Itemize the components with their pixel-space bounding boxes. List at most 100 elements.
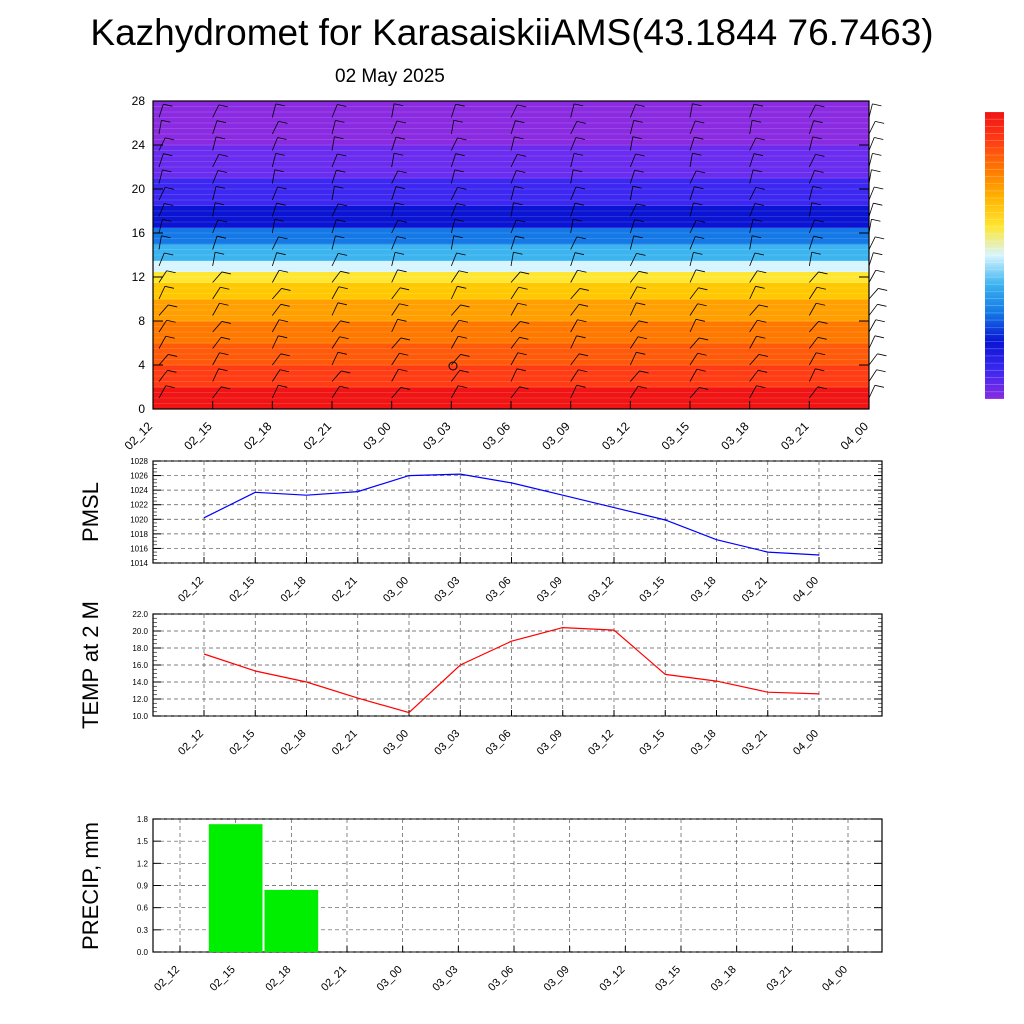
- heatmap-band: [153, 205, 869, 228]
- wind-barb-flag: [693, 202, 703, 206]
- wind-barb-flag: [519, 386, 529, 390]
- wind-barb-flag: [335, 120, 345, 123]
- wind-barb: [570, 153, 575, 168]
- wind-barb: [570, 288, 581, 300]
- wind-barb: [630, 370, 640, 382]
- heatmap-band: [153, 365, 869, 388]
- wind-barb-flag: [167, 369, 177, 373]
- wind-barb: [212, 236, 218, 250]
- wind-barb-flag: [757, 270, 767, 274]
- wind-barb: [271, 252, 278, 267]
- wind-barb: [689, 220, 697, 234]
- wind-barb: [158, 187, 166, 201]
- wind-barb: [570, 103, 575, 118]
- wind-barb: [749, 120, 753, 135]
- wind-barb-flag: [634, 219, 644, 223]
- wind-barb: [629, 302, 637, 316]
- wind-barb-flag: [873, 202, 883, 206]
- wind-barb: [629, 286, 638, 300]
- wind-barb: [510, 386, 520, 399]
- wind-barb-flag: [873, 252, 883, 256]
- wind-barb: [570, 121, 578, 135]
- y-tick-label: 22.0: [132, 610, 148, 619]
- heatmap-band: [153, 271, 869, 283]
- wind-barb-flag: [818, 321, 828, 324]
- wind-barb-flag: [516, 368, 527, 372]
- wind-barb-flag: [579, 353, 589, 357]
- wind-barb-flag: [697, 352, 707, 356]
- wind-barb: [158, 370, 168, 382]
- wind-barb-flag: [576, 236, 586, 240]
- wind-barb-flag: [396, 236, 406, 239]
- wind-barb-flag: [814, 170, 824, 173]
- x-tick-label: 02_12: [122, 419, 156, 453]
- wind-barb: [749, 187, 757, 201]
- y-tick-label: 1016: [130, 544, 148, 553]
- y-tick-label: 0.9: [137, 882, 149, 891]
- wind-barb: [450, 235, 455, 250]
- wind-barb-flag: [755, 285, 765, 289]
- x-tick-label: 02_18: [263, 964, 293, 994]
- wind-barb: [450, 120, 455, 135]
- wind-barb-flag: [698, 287, 708, 291]
- wind-barb-flag: [218, 368, 228, 372]
- wind-barb-flag: [878, 288, 888, 291]
- wind-barb-flag: [168, 304, 178, 308]
- wind-barb-flag: [632, 185, 642, 189]
- wind-barb-flag: [399, 303, 409, 307]
- wind-barb-flag: [341, 370, 351, 374]
- wind-barb-flag: [515, 235, 525, 239]
- x-tick-label: 03_00: [381, 575, 411, 605]
- heatmap-band: [153, 282, 869, 300]
- wind-barb: [391, 137, 397, 151]
- wind-barb: [391, 287, 401, 300]
- wind-barb-flag: [275, 103, 285, 107]
- wind-barb: [570, 137, 577, 151]
- x-tick-label: 03_18: [689, 728, 719, 758]
- wind-barb-flag: [573, 169, 583, 173]
- wind-barb-flag: [277, 186, 287, 190]
- wind-barb: [158, 304, 169, 316]
- x-tick-label: 03_00: [375, 964, 405, 994]
- wind-barb-flag: [276, 252, 286, 256]
- wind-barb: [510, 154, 518, 168]
- wind-barb-flag: [221, 271, 231, 275]
- wind-barb-flag: [517, 302, 527, 306]
- wind-barb: [272, 304, 282, 316]
- wind-barb-flag: [817, 336, 827, 340]
- wind-barb: [570, 186, 577, 201]
- wind-barb-flag: [215, 251, 225, 255]
- wind-barb-flag: [874, 137, 884, 140]
- wind-barb: [271, 385, 279, 399]
- wind-barb-flag: [815, 104, 825, 108]
- wind-barb: [450, 336, 459, 349]
- wind-barb-flag: [817, 386, 827, 390]
- wind-barb-flag: [635, 104, 645, 107]
- wind-barb-flag: [637, 385, 648, 389]
- wind-barb-flag: [280, 303, 290, 307]
- wind-barb-flag: [278, 121, 288, 124]
- wind-barb: [450, 153, 457, 168]
- wind-barb: [271, 137, 278, 151]
- wind-barb: [271, 319, 280, 333]
- wind-barb-flag: [573, 153, 584, 156]
- wind-barb-flag: [398, 368, 408, 372]
- wind-barb-flag: [394, 252, 405, 255]
- wind-barb-flag: [218, 154, 228, 157]
- wind-barb-flag: [634, 169, 644, 173]
- y-tick-label: 20: [132, 182, 146, 196]
- wind-barb-flag: [338, 203, 348, 207]
- wind-barb: [808, 120, 815, 135]
- wind-barb: [629, 253, 637, 267]
- wind-barb-flag: [164, 203, 174, 206]
- wind-barb: [510, 219, 517, 234]
- wind-barb-flag: [458, 335, 468, 339]
- wind-barb-flag: [638, 320, 648, 324]
- wind-barb-flag: [514, 136, 524, 140]
- wind-barb-flag: [699, 337, 709, 341]
- wind-barb-flag: [278, 335, 288, 339]
- y-tick-label: 0.3: [137, 926, 149, 935]
- wind-barb: [570, 236, 578, 250]
- wind-barb-flag: [812, 186, 822, 189]
